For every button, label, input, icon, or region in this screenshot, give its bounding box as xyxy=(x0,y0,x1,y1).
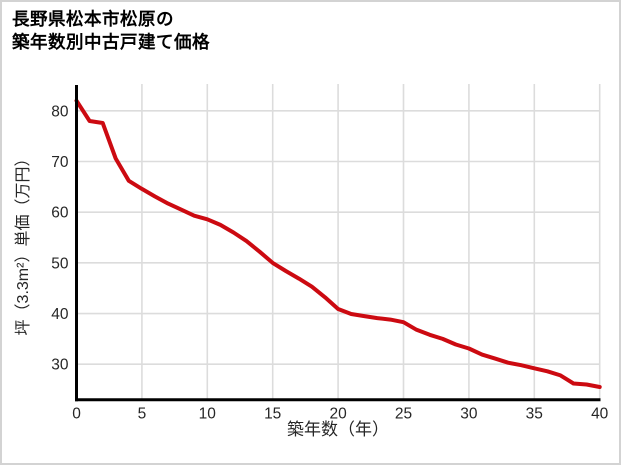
x-tick-label: 5 xyxy=(138,406,147,423)
x-tick-label: 40 xyxy=(591,406,609,423)
x-tick-label: 25 xyxy=(395,406,412,423)
y-tick-label: 70 xyxy=(51,154,69,171)
x-tick-label: 30 xyxy=(460,406,478,423)
x-tick-label: 0 xyxy=(72,406,81,423)
x-tick-label: 35 xyxy=(526,406,543,423)
x-tick-label: 20 xyxy=(329,406,347,423)
chart-title: 長野県松本市松原の 築年数別中古戸建て価格 xyxy=(12,8,210,54)
chart-title-line2: 築年数別中古戸建て価格 xyxy=(12,32,210,52)
price-line xyxy=(74,98,602,389)
y-tick-label: 80 xyxy=(51,103,69,120)
x-axis-title: 築年数（年） xyxy=(287,420,389,439)
y-tick-label: 60 xyxy=(51,205,69,222)
y-tick-label: 40 xyxy=(51,306,69,323)
tick-labels: 30 40 50 60 70 80 0 5 10 15 20 25 30 35 40 xyxy=(51,103,608,422)
x-tick-label: 10 xyxy=(199,406,217,423)
price-line-series xyxy=(74,98,602,389)
gridlines xyxy=(76,84,601,400)
axes xyxy=(75,85,601,402)
y-tick-label: 30 xyxy=(51,357,69,374)
chart-title-line1: 長野県松本市松原の xyxy=(12,9,174,29)
y-tick-label: 50 xyxy=(51,255,69,272)
y-axis-title: 坪（3.3m²）単価（万円） xyxy=(14,151,32,336)
x-tick-label: 15 xyxy=(264,406,281,423)
